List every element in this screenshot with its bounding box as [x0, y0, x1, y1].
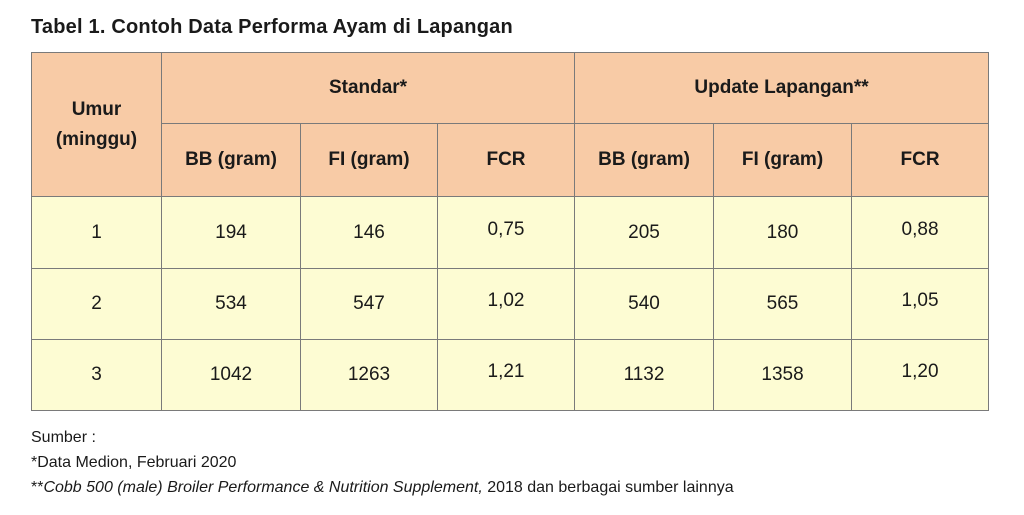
cell-fcr-standar: 0,75: [436, 196, 576, 269]
table-row: 2 534 547 1,02 540 565 1,05: [31, 268, 990, 340]
table-row: 1 194 146 0,75 205 180 0,88: [31, 196, 990, 269]
cell-fcr-standar-value: 0,75: [487, 218, 525, 240]
subheader-bb-update: BB (gram): [574, 123, 715, 197]
source-note-1: *Data Medion, Februari 2020: [31, 454, 237, 471]
header-umur: Umur (minggu): [31, 52, 162, 197]
subheader-bb-standar: BB (gram): [161, 123, 301, 197]
cell-bb-standar: 1042: [161, 339, 301, 411]
source-note-2: **Cobb 500 (male) Broiler Performance & …: [31, 475, 734, 500]
header-group-update-lapangan: Update Lapangan**: [574, 52, 990, 124]
cell-fcr-update-value: 0,88: [901, 218, 939, 240]
cell-bb-standar: 534: [161, 268, 301, 340]
cell-fcr-standar-value: 1,21: [487, 361, 525, 382]
source-note-2-rest: 2018 dan berbagai sumber lainnya: [482, 479, 734, 496]
table-title: Tabel 1. Contoh Data Performa Ayam di La…: [31, 16, 513, 38]
cell-fcr-update: 0,88: [851, 196, 990, 269]
cell-bb-update: 540: [574, 268, 715, 340]
cell-fcr-standar-value: 1,02: [487, 290, 525, 311]
cell-fcr-update-value: 1,05: [901, 290, 939, 311]
subheader-fi-update: FI (gram): [713, 123, 853, 197]
cell-umur: 2: [31, 268, 162, 340]
performance-table: Umur (minggu) Standar* Update Lapangan**…: [31, 52, 990, 411]
header-group-standar: Standar*: [160, 52, 576, 124]
cell-fi-update: 180: [713, 196, 853, 269]
cell-bb-standar: 194: [161, 196, 301, 269]
cell-fi-update: 1358: [713, 339, 853, 411]
table-row: 3 1042 1263 1,21 1132 1358 1,20: [31, 339, 990, 411]
subheader-fi-standar: FI (gram): [300, 123, 438, 197]
cell-umur: 3: [31, 339, 162, 411]
cell-fcr-update: 1,05: [851, 268, 990, 340]
header-umur-label: Umur: [71, 98, 122, 120]
cell-fcr-update-value: 1,20: [901, 361, 939, 382]
cell-fi-standar: 1263: [300, 339, 438, 411]
subheader-fcr-standar: FCR: [436, 123, 576, 197]
source-note-2-prefix: **: [31, 479, 44, 496]
source-note-2-italic: Cobb 500 (male) Broiler Performance & Nu…: [43, 479, 483, 496]
cell-fcr-standar: 1,02: [436, 268, 576, 340]
cell-umur: 1: [31, 196, 162, 269]
source-label: Sumber :: [31, 429, 96, 446]
cell-bb-update: 205: [574, 196, 715, 269]
header-umur-unit: (minggu): [55, 128, 138, 150]
cell-bb-update: 1132: [574, 339, 715, 411]
cell-fi-update: 565: [713, 268, 853, 340]
cell-fcr-standar: 1,21: [436, 339, 576, 411]
subheader-fcr-update: FCR: [851, 123, 990, 197]
cell-fi-standar: 547: [300, 268, 438, 340]
source-notes: Sumber : *Data Medion, Februari 2020 **C…: [31, 425, 734, 500]
cell-fcr-update: 1,20: [851, 339, 990, 411]
cell-fi-standar: 146: [300, 196, 438, 269]
